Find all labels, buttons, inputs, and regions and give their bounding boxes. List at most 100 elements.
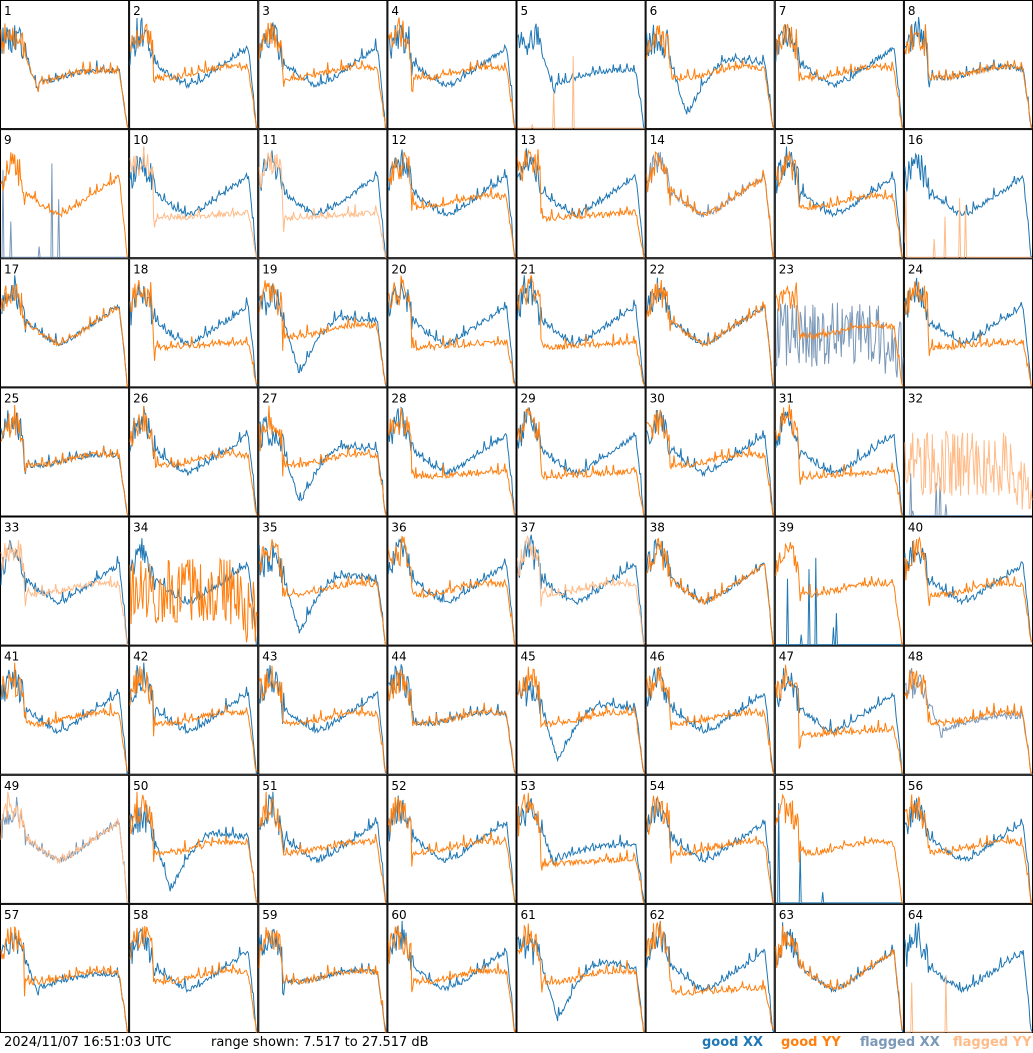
panel-frame: [0, 645, 130, 775]
panel-number: 50: [133, 779, 148, 793]
panel-number: 52: [391, 779, 406, 793]
series-yy-line: [904, 794, 1032, 904]
series-yy-line: [387, 17, 516, 129]
panel-63: 63: [774, 903, 904, 1033]
series-xx-line: [0, 540, 129, 645]
panel-number: 44: [391, 650, 406, 664]
panel-frame: [903, 903, 1033, 1033]
series-yy-line: [646, 795, 774, 904]
series-yy-line: [129, 666, 258, 773]
panel-frame: [516, 903, 646, 1033]
panel-number: 49: [4, 779, 19, 793]
panel-frame: [258, 258, 388, 388]
panel-61: 61: [516, 903, 646, 1033]
panel-60: 60: [387, 903, 517, 1033]
panel-number: 25: [4, 391, 19, 405]
panel-number: 34: [133, 521, 148, 535]
panel-35: 35: [258, 516, 388, 646]
panel-number: 64: [908, 908, 923, 922]
panel-frame: [129, 258, 259, 388]
series-yy-line: [517, 534, 646, 645]
series-xx-line: [517, 933, 645, 1033]
series-xx-line: [904, 473, 1032, 516]
panel-23: 23: [774, 258, 904, 388]
panel-number: 17: [4, 262, 19, 276]
panel-number: 63: [779, 908, 794, 922]
panel-47: 47: [774, 645, 904, 775]
series-xx-line: [258, 283, 387, 387]
series-yy-line: [0, 662, 129, 773]
panel-frame: [258, 903, 388, 1033]
panel-number: 33: [4, 521, 19, 535]
series-xx-line: [517, 275, 646, 387]
series-yy-line: [0, 791, 129, 904]
panel-frame: [774, 0, 904, 130]
legend-good-yy: good YY: [781, 1035, 841, 1050]
series-yy-line: [258, 665, 387, 773]
panel-frame: [258, 645, 388, 775]
series-yy-line: [0, 152, 129, 258]
panel-frame: [645, 0, 775, 130]
series-yy-line: [775, 793, 903, 904]
panel-31: 31: [774, 387, 904, 517]
series-xx-line: [517, 798, 646, 904]
panel-52: 52: [387, 774, 517, 904]
panel-number: 59: [262, 908, 277, 922]
panel-frame: [387, 258, 517, 388]
panel-number: 43: [262, 650, 277, 664]
series-yy-line: [775, 282, 904, 387]
series-yy-line: [258, 280, 387, 386]
series-yy-line: [646, 25, 775, 129]
panel-number: 12: [391, 133, 406, 147]
panel-number: 48: [908, 650, 923, 664]
panel-5: 5: [516, 0, 646, 130]
panel-frame: [129, 129, 259, 259]
panel-frame: [129, 645, 259, 775]
panel-56: 56: [903, 774, 1033, 904]
panel-14: 14: [645, 129, 775, 259]
panel-62: 62: [645, 903, 775, 1033]
panel-frame: [774, 903, 904, 1033]
panel-frame: [0, 129, 130, 259]
panel-frame: [516, 387, 646, 517]
panel-frame: [129, 0, 259, 130]
panel-number: 31: [779, 391, 794, 405]
series-yy-line: [258, 405, 387, 516]
series-xx-line: [517, 677, 646, 774]
series-yy-line: [775, 151, 904, 260]
panel-frame: [903, 774, 1033, 904]
series-xx-line: [129, 282, 258, 387]
panel-16: 16: [903, 129, 1033, 259]
legend-flagged-yy: flagged YY: [953, 1035, 1032, 1050]
series-yy-line: [517, 148, 645, 258]
series-yy-line: [775, 664, 904, 774]
series-yy-line: [517, 56, 645, 129]
series-yy-line: [258, 539, 387, 646]
panel-frame: [516, 258, 646, 388]
panel-number: 35: [262, 521, 277, 535]
series-yy-line: [775, 925, 904, 1031]
panel-number: 39: [779, 521, 794, 535]
panel-3: 3: [258, 0, 388, 130]
series-yy-line: [258, 151, 387, 258]
series-xx-line: [517, 534, 646, 645]
panel-58: 58: [129, 903, 259, 1033]
panel-42: 42: [129, 645, 259, 775]
series-yy-line: [517, 407, 645, 516]
panel-40: 40: [903, 516, 1033, 646]
panel-number: 45: [521, 650, 536, 664]
series-yy-line: [129, 405, 258, 516]
panel-number: 54: [650, 779, 665, 793]
panel-39: 39: [774, 516, 904, 647]
series-yy-line: [775, 542, 904, 647]
panel-frame: [387, 0, 517, 130]
panel-frame: [258, 774, 388, 904]
panel-number: 4: [391, 4, 399, 18]
panel-number: 1: [4, 4, 12, 18]
panel-number: 22: [650, 262, 665, 276]
panel-22: 22: [645, 258, 775, 388]
timestamp: 2024/11/07 16:51:03 UTC: [4, 1035, 172, 1050]
panel-36: 36: [387, 516, 517, 646]
series-xx-line: [775, 146, 904, 259]
